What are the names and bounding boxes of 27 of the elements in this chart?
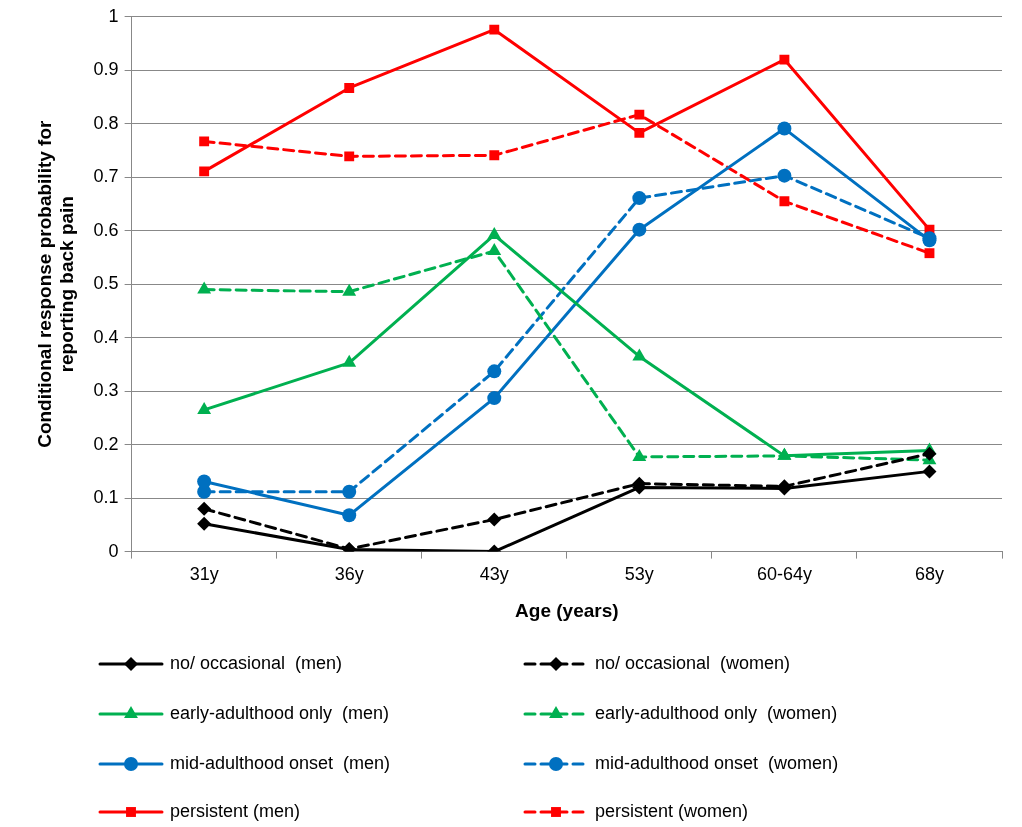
y-tick-label: 0.2 [93, 433, 119, 454]
legend-label: early-adulthood only (women) [595, 702, 838, 723]
x-tick-label: 43y [479, 564, 509, 585]
x-tick-label: 53y [624, 564, 654, 585]
x-tick-label: 36y [334, 564, 364, 585]
x-tick-label: 60-64y [756, 564, 812, 585]
y-tick-label: 0 [108, 540, 119, 561]
legend-label: no/ occasional (men) [170, 652, 343, 673]
legend-label: persistent (men) [170, 800, 301, 821]
y-tick-label: 0.5 [93, 273, 119, 294]
y-tick-label: 0.4 [93, 326, 119, 347]
y-tick-label: 0.8 [93, 112, 119, 133]
legend-label: mid-adulthood onset (men) [170, 752, 391, 773]
y-tick-label: 0.9 [93, 59, 119, 80]
y-tick-label: 0.6 [93, 219, 119, 240]
y-tick-label: 1 [108, 5, 119, 26]
legend-label: early-adulthood only (men) [170, 702, 390, 723]
x-axis-title: Age (years) [515, 599, 619, 621]
y-tick-label: 0.3 [93, 380, 119, 401]
y-tick-label: 0.7 [93, 166, 119, 187]
legend-label: persistent (women) [595, 800, 749, 821]
x-tick-label: 31y [189, 564, 219, 585]
y-tick-label: 0.1 [93, 487, 119, 508]
x-tick-label: 68y [914, 564, 944, 585]
y-axis-title: Conditional response probability for reporting back pain [33, 119, 78, 448]
legend-label: no/ occasional (women) [595, 652, 791, 673]
legend-label: mid-adulthood onset (women) [595, 752, 839, 773]
